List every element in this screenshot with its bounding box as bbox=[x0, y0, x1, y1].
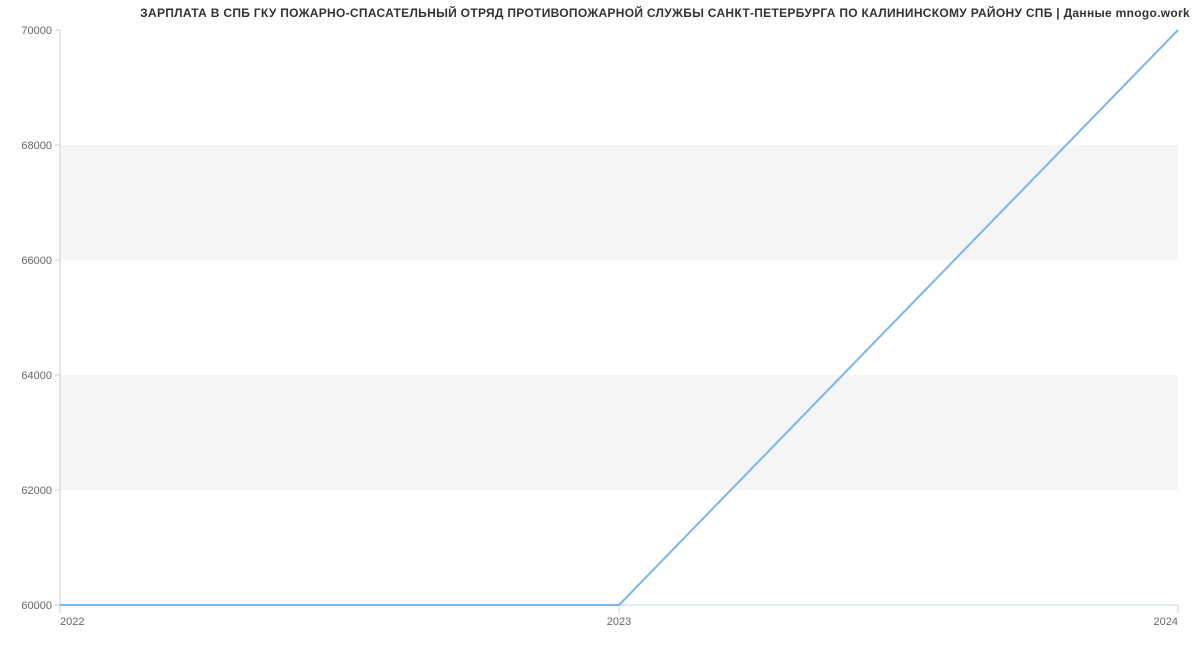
y-tick-label: 68000 bbox=[21, 140, 52, 152]
y-tick-label: 66000 bbox=[21, 255, 52, 267]
chart-svg: 60000 62000 64000 66000 68000 70000 2022 2023 20… bbox=[0, 0, 1200, 650]
y-tick-label: 64000 bbox=[21, 370, 52, 382]
y-tick-label: 70000 bbox=[21, 25, 52, 37]
x-tick-label: 2024 bbox=[1154, 616, 1178, 628]
chart-title: ЗАРПЛАТА В СПБ ГКУ ПОЖАРНО-СПАСАТЕЛЬНЫЙ … bbox=[140, 6, 1190, 20]
plot-band bbox=[60, 375, 1178, 490]
y-tick-label: 62000 bbox=[21, 485, 52, 497]
x-tick-label: 2023 bbox=[607, 616, 631, 628]
series-line-salary bbox=[60, 30, 1178, 605]
salary-line-chart: ЗАРПЛАТА В СПБ ГКУ ПОЖАРНО-СПАСАТЕЛЬНЫЙ … bbox=[0, 0, 1200, 650]
y-tick-label: 60000 bbox=[21, 600, 52, 612]
x-tick-label: 2022 bbox=[60, 616, 84, 628]
